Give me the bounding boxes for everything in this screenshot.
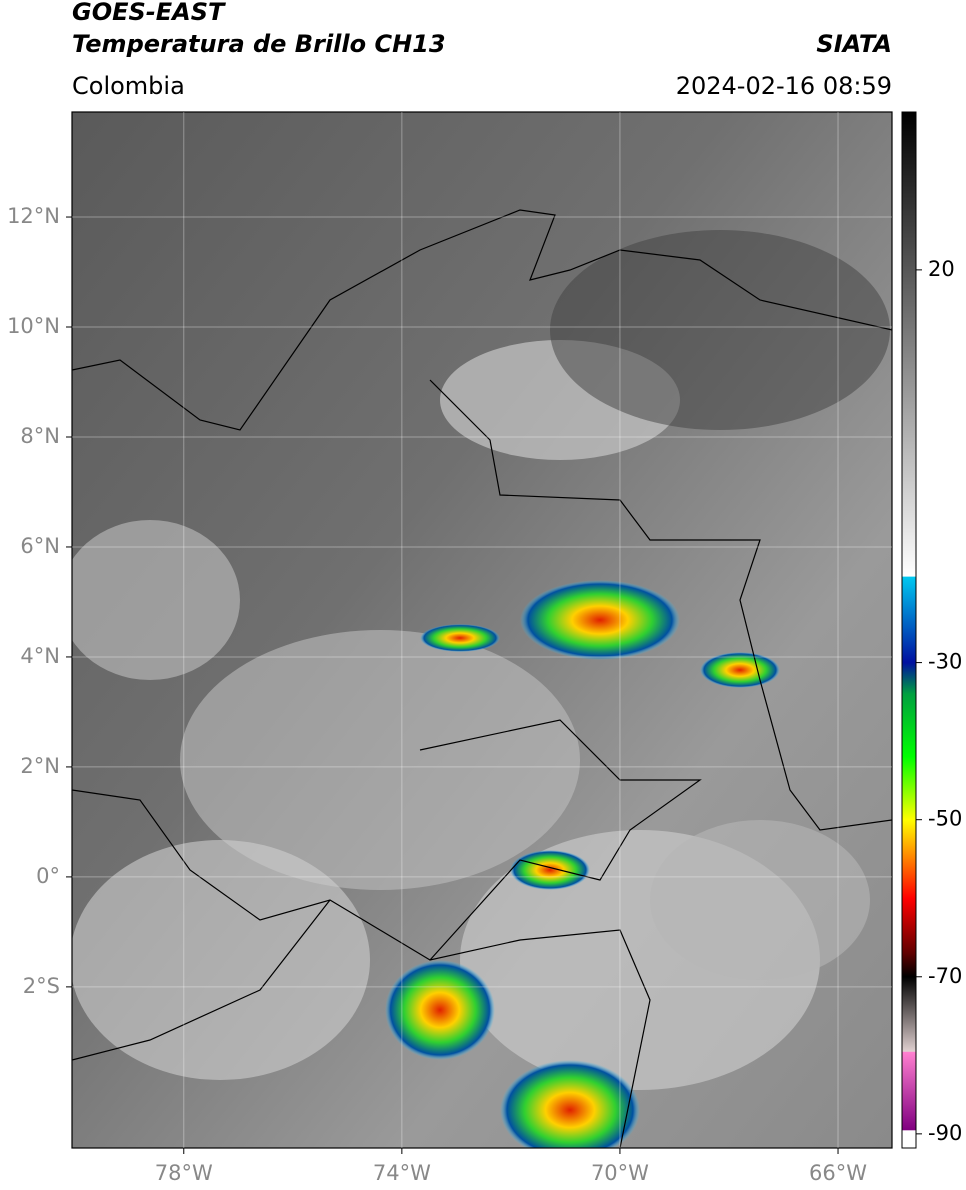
map-frame <box>71 111 893 1149</box>
y-tick-label: 8°N <box>20 424 60 448</box>
y-tick-label: 2°S <box>23 974 60 998</box>
colorbar-tick-label: -70 <box>928 964 962 988</box>
y-tick-label: 10°N <box>7 314 60 338</box>
y-tick-label: 12°N <box>7 204 60 228</box>
y-tick-label: 0° <box>36 864 60 888</box>
satellite-image <box>72 112 892 1148</box>
colorbar <box>901 111 917 1149</box>
colorbar-tick-label: 20 <box>928 257 955 281</box>
y-tick-label: 2°N <box>20 754 60 778</box>
source: SIATA <box>816 30 892 58</box>
y-tick-label: 6°N <box>20 534 60 558</box>
subtitle: Temperatura de Brillo CH13 <box>72 30 446 58</box>
colorbar-tick-label: -30 <box>928 650 962 674</box>
y-tick-label: 4°N <box>20 644 60 668</box>
region: Colombia <box>72 72 185 100</box>
x-tick-label: 74°W <box>373 1161 431 1185</box>
x-tick-label: 70°W <box>591 1161 649 1185</box>
title: GOES-EAST <box>72 0 226 26</box>
colorbar-tick-label: -50 <box>928 807 962 831</box>
x-tick-label: 66°W <box>809 1161 867 1185</box>
x-tick-label: 78°W <box>155 1161 213 1185</box>
datetime: 2024-02-16 08:59 <box>676 72 892 100</box>
colorbar-tick-label: -90 <box>928 1121 962 1145</box>
